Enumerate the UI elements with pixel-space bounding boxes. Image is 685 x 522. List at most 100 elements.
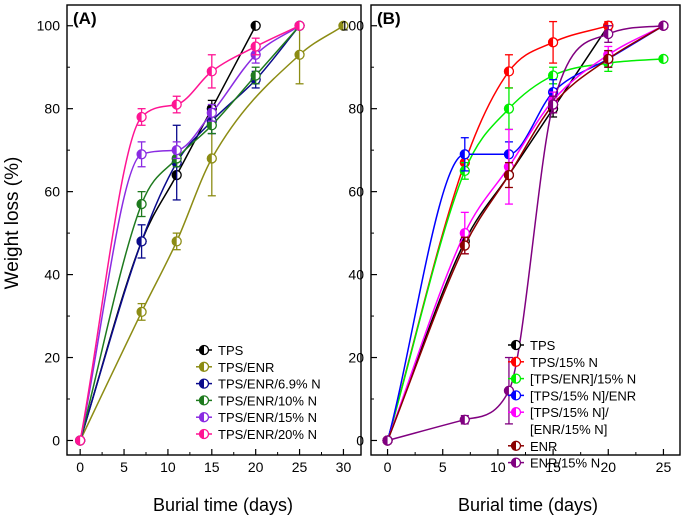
panel-a-data-point bbox=[294, 20, 305, 31]
panel-a-legend-marker bbox=[198, 344, 210, 356]
panel-b-data-point bbox=[459, 227, 470, 239]
panel-a-legend-marker bbox=[198, 395, 210, 406]
panel-b-x-tick-label: 20 bbox=[600, 459, 616, 475]
panel-b-legend-label: [TPS/15% N]/ENR bbox=[530, 388, 636, 403]
panel-b-legend-marker bbox=[510, 390, 522, 401]
panel-b-label: (B) bbox=[377, 9, 401, 28]
panel-b-data-point bbox=[547, 99, 559, 110]
panel-a-data-point bbox=[136, 306, 147, 318]
panel-a-legend-marker bbox=[198, 378, 210, 389]
panel-b-data-point bbox=[658, 53, 669, 65]
panel-b-legend-marker bbox=[510, 373, 522, 384]
panel-a-x-tick-label: 0 bbox=[76, 459, 84, 475]
panel-b-legend-label: [TPS/15% N]/ bbox=[530, 405, 609, 420]
panel-b: Burial time (days) 0 5 10 15 20 25 0 20 40 60 80 10… bbox=[341, 4, 681, 515]
panel-b-legend-marker bbox=[510, 457, 522, 468]
panel-a-y-tick-label: 40 bbox=[44, 267, 60, 283]
panel-b-legend-label: TPS/15% N bbox=[530, 355, 598, 370]
panel-a-y-tick-label: 80 bbox=[44, 101, 60, 117]
panel-a-x-tick-label: 25 bbox=[292, 459, 308, 475]
panel-b-data-point bbox=[503, 169, 515, 181]
panel-b-y-tick-label: 80 bbox=[348, 101, 364, 117]
panel-a-plot-frame bbox=[66, 4, 362, 456]
panel-b-legend-label: ENR/15% N bbox=[530, 456, 600, 471]
panel-a-data-point bbox=[136, 149, 147, 160]
panel-a-legend-label: TPS/ENR/20% N bbox=[218, 427, 317, 442]
panel-a-data-point bbox=[206, 153, 217, 164]
y-axis-title: Weight loss (%) bbox=[2, 157, 23, 290]
panel-a-x-tick-label: 5 bbox=[120, 459, 128, 475]
panel-b-y-tick-label: 0 bbox=[356, 432, 364, 448]
panel-a-legend-marker bbox=[198, 428, 210, 440]
panel-b-legend-marker bbox=[510, 339, 522, 351]
panel-a-data-point bbox=[294, 49, 305, 60]
panel-b-data-point bbox=[459, 149, 470, 160]
panel-b-data-point bbox=[503, 103, 515, 114]
panel-a-y-tick-label: 60 bbox=[44, 184, 60, 200]
panel-a-x-tick-label: 20 bbox=[248, 459, 264, 475]
panel-b-y-tick-label: 60 bbox=[348, 184, 364, 200]
panel-b-legend-marker bbox=[510, 407, 522, 418]
panel-a-x-tick-label: 30 bbox=[336, 459, 352, 475]
panel-b-data-point bbox=[459, 240, 470, 251]
panel-b-data-point bbox=[547, 70, 559, 81]
panel-a-data-point bbox=[250, 70, 261, 81]
panel-b-legend-label: TPS bbox=[530, 338, 556, 353]
panel-b-legend-marker bbox=[510, 356, 522, 367]
panel-a-data-point bbox=[206, 107, 217, 118]
panel-b-x-axis-title: Burial time (days) bbox=[458, 495, 598, 515]
panel-a-data-point bbox=[206, 120, 217, 131]
panel-b-data-point bbox=[603, 53, 614, 65]
panel-a-data-point bbox=[75, 435, 86, 446]
panel-b-data-point bbox=[658, 20, 669, 31]
panel-b-legend-label-cont: [ENR/15% N] bbox=[530, 422, 607, 437]
panel-b-legend-label: ENR bbox=[530, 439, 557, 454]
panel-a-series-2 bbox=[75, 20, 349, 446]
panel-a-data-point bbox=[206, 66, 217, 77]
panel-a-data-point bbox=[171, 236, 182, 247]
panel-a-data-point bbox=[136, 236, 147, 247]
panel-a-data-point bbox=[171, 145, 182, 156]
panel-a-data-point bbox=[171, 169, 182, 181]
panel-b-data-point bbox=[503, 66, 515, 77]
panel-b-data-point bbox=[459, 414, 470, 425]
panel-a-y-tick-label: 100 bbox=[37, 18, 61, 34]
panel-b-data-point bbox=[503, 385, 515, 396]
panel-b-y-tick-label: 20 bbox=[348, 350, 364, 366]
panel-b-y-tick-label: 100 bbox=[341, 18, 365, 34]
panel-b-x-tick-label: 5 bbox=[439, 459, 447, 475]
panel-a-legend-label: TPS bbox=[218, 343, 244, 358]
panel-a-legend-label: TPS/ENR/6.9% N bbox=[218, 377, 321, 392]
panel-a-legend-label: TPS/ENR/10% N bbox=[218, 393, 317, 408]
panel-b-y-tick-label: 40 bbox=[348, 267, 364, 283]
panel-a-data-point bbox=[250, 20, 261, 31]
panel-b-data-point bbox=[382, 435, 393, 446]
panel-a-data-point bbox=[171, 99, 182, 110]
panel-a-data-point bbox=[136, 111, 147, 123]
panel-a-legend-marker bbox=[198, 412, 210, 423]
panel-a-x-tick-label: 15 bbox=[204, 459, 220, 475]
panel-a-label: (A) bbox=[73, 9, 97, 28]
panel-b-x-tick-label: 25 bbox=[656, 459, 672, 475]
panel-a-y-tick-label: 0 bbox=[52, 432, 60, 448]
panel-a: Burial time (days) 0 5 10 15 20 25 30020406080… bbox=[37, 4, 362, 515]
panel-a-data-point bbox=[250, 41, 261, 52]
panel-a-legend-label: TPS/ENR bbox=[218, 360, 274, 375]
panel-a-data-point bbox=[338, 20, 349, 31]
panel-b-data-point bbox=[603, 28, 614, 40]
panel-b-x-tick-label: 0 bbox=[384, 459, 392, 475]
panel-b-legend-label: [TPS/ENR]/15% N bbox=[530, 372, 636, 387]
panel-a-y-tick-label: 20 bbox=[44, 350, 60, 366]
panel-a-legend-label: TPS/ENR/15% N bbox=[218, 410, 317, 425]
panel-a-legend-marker bbox=[198, 361, 210, 372]
panel-a-series-6 bbox=[75, 20, 305, 446]
panel-b-x-tick-label: 15 bbox=[545, 459, 561, 475]
panel-b-data-point bbox=[547, 37, 559, 48]
panel-b-x-tick-label: 10 bbox=[490, 459, 506, 475]
panel-a-x-tick-label: 10 bbox=[160, 459, 176, 475]
panel-a-x-axis-title: Burial time (days) bbox=[153, 495, 293, 515]
panel-b-legend-marker bbox=[510, 440, 522, 451]
